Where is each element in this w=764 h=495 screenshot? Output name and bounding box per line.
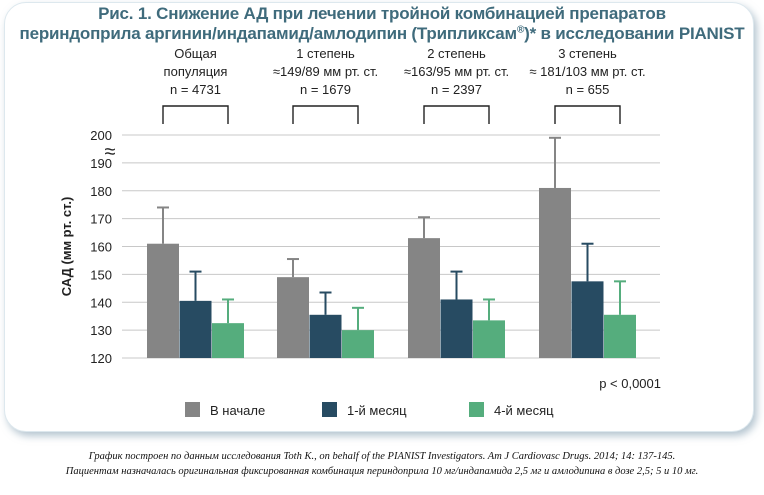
- chart-title-line-2: периндоприла аргинин/индапамид/амлодипин…: [0, 24, 764, 44]
- y-tick-label: 170: [90, 212, 112, 227]
- legend-label: 1-й месяц: [347, 403, 407, 418]
- group-label-line-3: n = 2397: [431, 82, 482, 97]
- y-tick-label: 140: [90, 295, 112, 310]
- group-label-line-2: ≈ 181/103 мм рт. ст.: [529, 64, 645, 79]
- bar: [179, 300, 212, 358]
- bar: [604, 314, 636, 358]
- chart-title-line-1: Рис. 1. Снижение АД при лечении тройной …: [98, 4, 666, 23]
- group-bracket: [554, 105, 621, 124]
- bar: [212, 323, 244, 358]
- bar: [440, 299, 473, 358]
- y-tick-label: 190: [90, 156, 112, 171]
- y-tick-label: 160: [90, 240, 112, 255]
- registered-mark: ®: [516, 24, 525, 36]
- group-label-line-2: ≈163/95 мм рт. ст.: [404, 64, 509, 79]
- group-bracket: [423, 105, 490, 124]
- bar: [571, 281, 604, 358]
- bar-chart: 120 130 140 150 160 170 180 190 200≈ САД (мм рт. …: [59, 46, 661, 418]
- group-label-line-1: 2 степень: [427, 46, 486, 61]
- p-value-annotation: p < 0,0001: [599, 376, 661, 391]
- bar: [147, 243, 179, 358]
- group-label-line-1: 1 степень: [296, 46, 355, 61]
- legend-swatch: [185, 402, 200, 417]
- group-label-line-2: ≈149/89 мм рт. ст.: [273, 64, 378, 79]
- chart-card: [4, 2, 754, 432]
- y-tick-label: 120: [90, 351, 112, 366]
- legend-label: В начале: [210, 403, 265, 418]
- group-label-line-3: n = 1679: [300, 82, 351, 97]
- legend-swatch: [469, 402, 484, 417]
- y-tick-label: 130: [90, 323, 112, 338]
- bar: [473, 320, 505, 358]
- chart-title-tail: )* в исследовании PIANIST: [524, 24, 745, 43]
- group-label-line-2: популяция: [164, 64, 228, 79]
- group-bracket: [292, 105, 359, 124]
- footnote-source: График построен по данным исследования T…: [88, 451, 676, 462]
- group-bracket: [162, 105, 229, 124]
- legend-swatch: [322, 402, 337, 417]
- footnote-dosage: Пациентам назначалась оригинальная фикси…: [65, 466, 699, 477]
- chart-title-main: периндоприла аргинин/индапамид/амлодипин…: [19, 24, 518, 43]
- bar: [408, 238, 440, 358]
- y-tick-label: 180: [90, 184, 112, 199]
- group-label-line-1: 3 степень: [558, 46, 617, 61]
- bar: [342, 330, 374, 358]
- axis-break-symbol: ≈: [105, 141, 116, 163]
- group-label-line-1: Общая: [174, 46, 217, 61]
- bar: [277, 277, 309, 358]
- y-tick-label: 150: [90, 267, 112, 282]
- y-axis-label: САД (мм рт. ст.): [59, 197, 74, 297]
- legend-label: 4-й месяц: [494, 403, 554, 418]
- y-tick-label: 200: [90, 128, 112, 143]
- group-label-line-3: n = 4731: [170, 82, 221, 97]
- group-label-line-3: n = 655: [566, 82, 610, 97]
- bar: [539, 187, 571, 358]
- bar: [309, 314, 342, 358]
